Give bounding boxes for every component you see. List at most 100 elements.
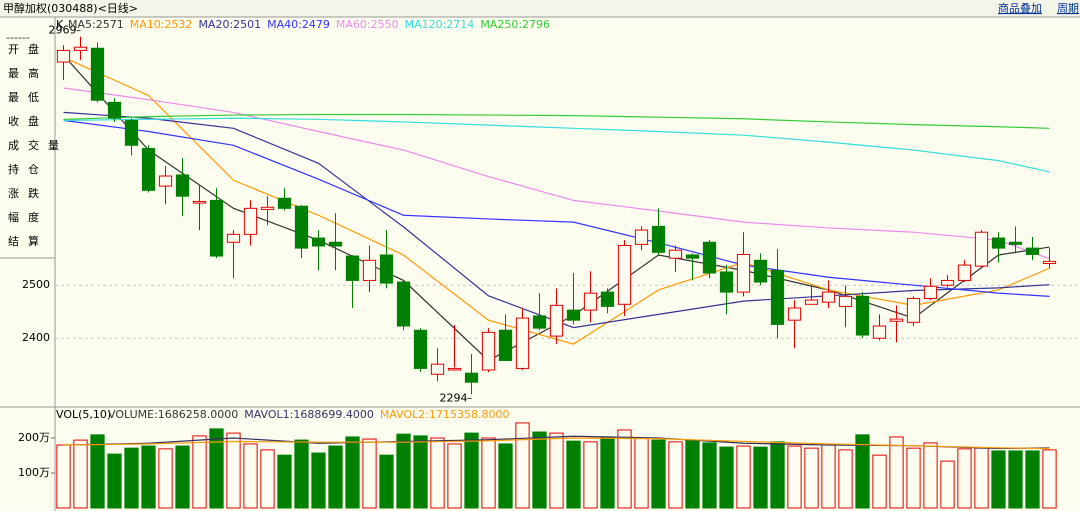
legend-entry: MA60:2550 xyxy=(336,18,399,31)
volume-bar xyxy=(277,454,292,509)
candle-body xyxy=(226,233,241,243)
candle-body xyxy=(549,304,564,337)
candle-body xyxy=(175,174,190,197)
volume-bar xyxy=(719,446,734,509)
y-tick-label: 100万 xyxy=(18,466,50,479)
volume-bar xyxy=(821,444,836,509)
volume-bar xyxy=(736,445,751,509)
legend-entry: MA250:2796 xyxy=(480,18,550,31)
volume-info: VOLUME:1686258.0000 xyxy=(108,408,238,421)
candle-body xyxy=(736,253,751,293)
candle-body xyxy=(413,329,428,369)
candle-body xyxy=(685,254,700,259)
volume-bar xyxy=(770,441,785,509)
volume-bar xyxy=(413,435,428,509)
volume-bar xyxy=(158,448,173,509)
sidebar-label: 最低 xyxy=(8,91,48,104)
volume-bar xyxy=(532,431,547,509)
ma-line xyxy=(63,113,1050,129)
volume-bar xyxy=(345,436,360,509)
volume-bar xyxy=(923,442,938,509)
legend-entry: MA40:2479 xyxy=(267,18,330,31)
ma-line xyxy=(63,87,1050,260)
candle-body xyxy=(362,259,377,281)
volume-bar xyxy=(362,438,377,509)
volume-bar xyxy=(396,433,411,509)
candle-body xyxy=(991,237,1006,249)
volume-bar xyxy=(906,447,921,509)
legend-entry: MA10:2532 xyxy=(130,18,193,31)
candle-body xyxy=(158,175,173,187)
candle-body xyxy=(124,119,139,146)
sidebar-label: 成交量 xyxy=(8,138,68,152)
volume-bar xyxy=(1008,450,1023,509)
y-tick-label: 2500 xyxy=(22,278,50,291)
volume-bar xyxy=(447,443,462,509)
candle-body xyxy=(651,225,666,253)
sidebar-label: 涨跌 xyxy=(8,186,48,200)
candle-body xyxy=(311,237,326,247)
volume-bar xyxy=(124,447,139,509)
volume-bar xyxy=(651,439,666,509)
candle-body xyxy=(141,147,156,191)
volume-bar xyxy=(209,428,224,509)
volume-bar xyxy=(481,437,496,509)
volume-bar xyxy=(974,447,989,509)
candle-body xyxy=(889,318,904,322)
candle-body xyxy=(600,291,615,307)
volume-bar xyxy=(804,447,819,509)
volume-bar xyxy=(73,439,88,509)
volume-bar xyxy=(838,449,853,509)
legend-entry: MAVOL1:1688699.4000 xyxy=(244,408,374,421)
link[interactable]: 商品叠加 xyxy=(998,1,1042,15)
y-tick-label: 2400 xyxy=(22,331,50,344)
legend-entry: MA20:2501 xyxy=(198,18,261,31)
candle-body xyxy=(277,197,292,209)
volume-bar xyxy=(1025,450,1040,509)
volume-bar xyxy=(260,449,275,509)
volume-bar xyxy=(141,445,156,509)
candle-body xyxy=(583,292,598,311)
sidebar-label: 开盘 xyxy=(8,42,48,56)
sidebar-label: 持仓 xyxy=(8,162,48,176)
candle-body xyxy=(855,295,870,336)
volume-bar xyxy=(1042,449,1057,509)
candle-body xyxy=(345,255,360,281)
candle-body xyxy=(107,101,122,119)
y-tick-label: 200万 xyxy=(18,431,50,444)
sidebar-label: 最高 xyxy=(8,66,48,80)
separator: ------ xyxy=(6,31,30,44)
ma-line xyxy=(63,119,1050,297)
panel-label: VOL(5,10) xyxy=(56,408,111,421)
candle-body xyxy=(821,291,836,303)
volume-bar xyxy=(957,448,972,509)
candle-body xyxy=(872,325,887,339)
annotation: 2294 xyxy=(440,391,468,404)
candle-body xyxy=(702,241,717,274)
volume-bar xyxy=(702,442,717,509)
candle-body xyxy=(73,46,88,51)
volume-bar xyxy=(243,443,258,509)
volume-bar xyxy=(107,453,122,509)
candle-body xyxy=(464,372,479,383)
candle-body xyxy=(668,249,683,259)
candle-body xyxy=(787,307,802,321)
candle-body xyxy=(379,254,394,284)
ma-line xyxy=(63,111,1050,329)
volume-bar xyxy=(685,439,700,509)
volume-bar xyxy=(889,436,904,509)
volume-bar xyxy=(192,435,207,509)
candle-body xyxy=(532,315,547,329)
volume-bar xyxy=(328,445,343,509)
link[interactable]: 周期 xyxy=(1057,2,1079,15)
volume-bar xyxy=(634,437,649,509)
legend-entry: MAVOL2:1715358.8000 xyxy=(380,408,510,421)
candle-body xyxy=(90,47,105,101)
candle-body xyxy=(243,207,258,235)
volume-bar xyxy=(617,429,632,509)
volume-bar xyxy=(872,454,887,509)
volume-bar xyxy=(600,436,615,509)
candle-body xyxy=(209,199,224,257)
